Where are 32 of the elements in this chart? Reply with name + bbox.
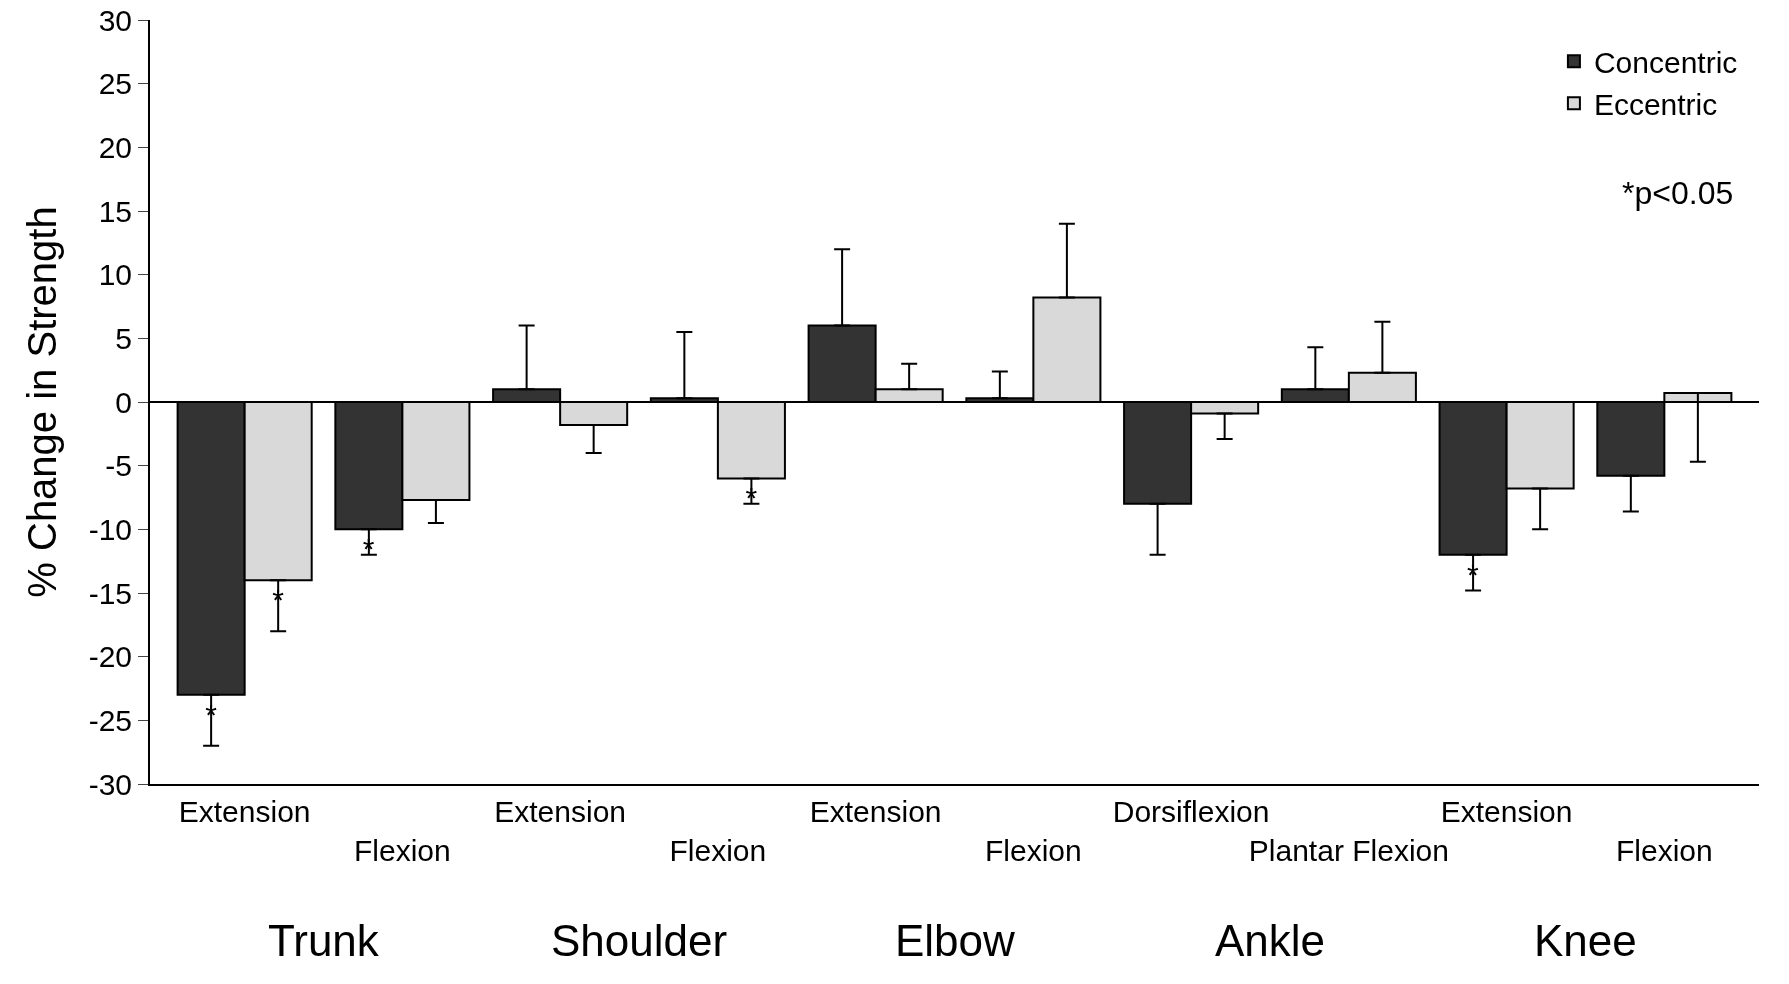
- y-tick-label: 25: [98, 67, 132, 101]
- y-tick-label: 20: [98, 130, 132, 164]
- text: Elbow: [895, 916, 1016, 965]
- y-tick-label: -10: [88, 512, 132, 546]
- text: Knee: [1534, 916, 1637, 965]
- text: Shoulder: [551, 916, 728, 965]
- y-tick-label: 30: [98, 3, 132, 37]
- x-tick-label: Extension: [1440, 795, 1573, 828]
- legend-label: Concentric: [1593, 45, 1738, 79]
- x-tick-label: Flexion: [669, 834, 767, 867]
- x-tick-label: Extension: [494, 795, 627, 828]
- y-tick-label: -25: [88, 703, 132, 737]
- x-tick-label: Flexion: [1615, 834, 1713, 867]
- x-tick-label: Flexion: [354, 834, 451, 867]
- y-tick-label: 0: [115, 385, 132, 419]
- y-tick-label: 5: [115, 321, 132, 355]
- text: Ankle: [1215, 916, 1326, 965]
- y-tick-label: 10: [98, 258, 132, 292]
- y-tick-label: 15: [98, 194, 132, 228]
- x-tick-label: Flexion: [985, 834, 1082, 867]
- y-tick-label: -15: [88, 576, 132, 610]
- y-tick-label: -20: [88, 640, 132, 674]
- y-tick-label: -5: [105, 449, 132, 483]
- annotation: *p<0.05: [1622, 175, 1734, 211]
- text: Trunk: [268, 916, 380, 965]
- legend-label: Eccentric: [1593, 87, 1718, 121]
- x-tick-label: Extension: [809, 795, 942, 828]
- x-tick-label: Dorsiflexion: [1112, 795, 1270, 828]
- y-tick-label: -30: [88, 767, 132, 801]
- x-tick-label: Extension: [178, 795, 311, 828]
- y-axis-title: % Change in Strength: [19, 206, 64, 598]
- x-tick-label: Plantar Flexion: [1248, 834, 1449, 867]
